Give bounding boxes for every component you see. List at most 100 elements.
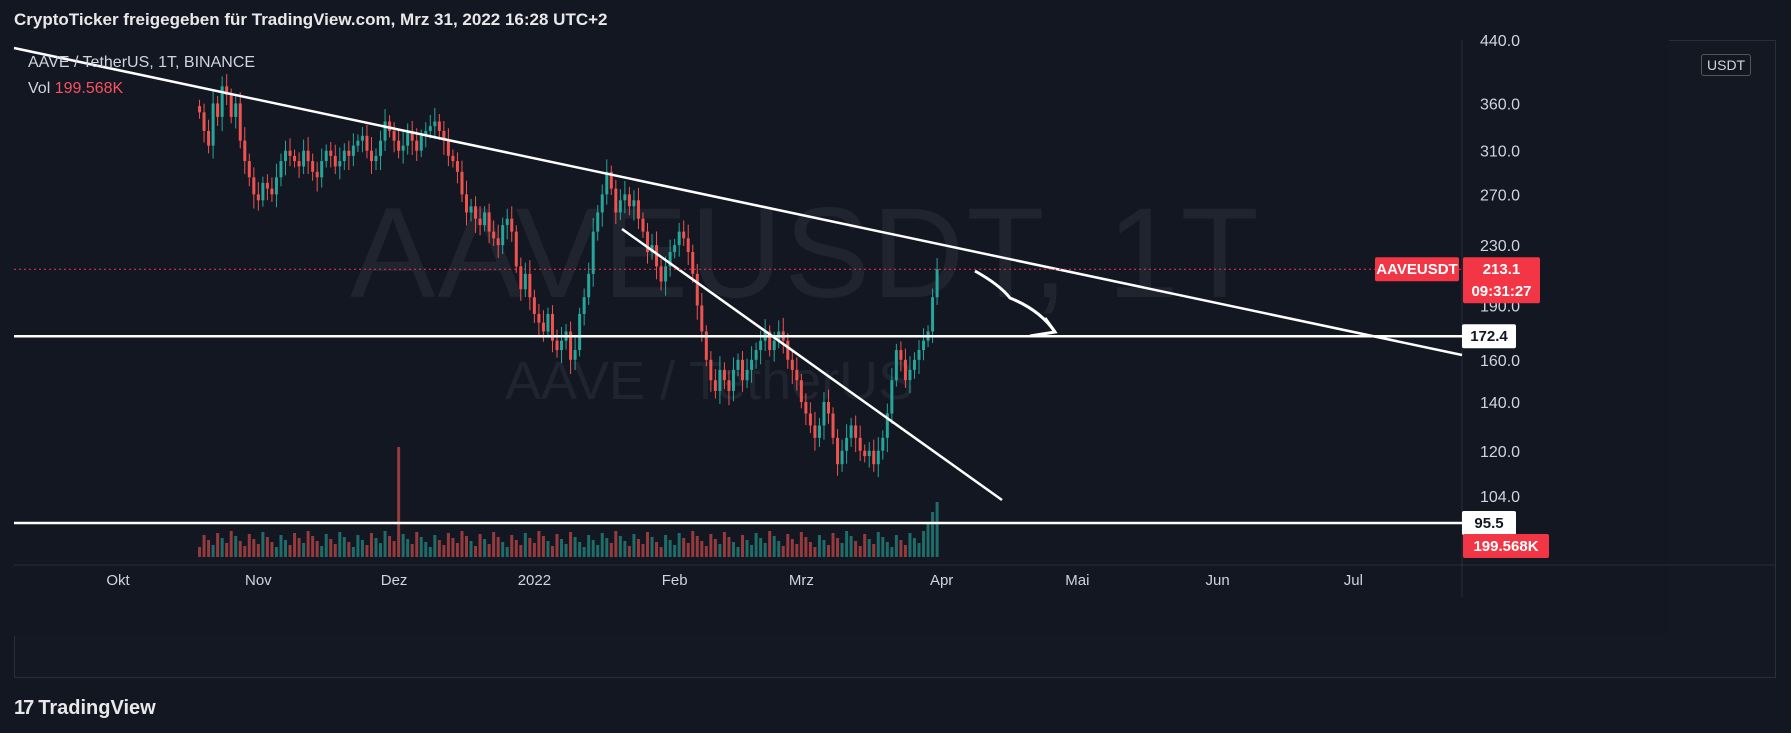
candle-body bbox=[591, 231, 595, 274]
volume-bar bbox=[207, 540, 211, 557]
volume-bar bbox=[754, 533, 758, 557]
volume-bar bbox=[673, 545, 677, 557]
volume-bar bbox=[790, 539, 794, 557]
candle-body bbox=[618, 200, 622, 213]
volume-bar bbox=[858, 546, 862, 557]
candle-body bbox=[686, 238, 690, 253]
candle-body bbox=[759, 340, 763, 351]
volume-bar bbox=[596, 545, 600, 557]
volume-bar bbox=[401, 534, 405, 557]
volume-bar bbox=[876, 532, 880, 557]
candle-body bbox=[225, 86, 229, 95]
countdown-tag-box bbox=[1463, 279, 1540, 304]
volume-bar bbox=[695, 536, 699, 557]
volume-bar bbox=[360, 540, 364, 557]
candle-body bbox=[894, 350, 898, 381]
volume-bar bbox=[234, 536, 238, 557]
candle-body bbox=[731, 369, 735, 391]
volume-bar bbox=[840, 543, 844, 557]
candle-body bbox=[406, 130, 410, 146]
candle-body bbox=[442, 130, 446, 141]
volume-bar bbox=[379, 543, 383, 557]
candle-body bbox=[786, 340, 790, 360]
volume-bar bbox=[297, 538, 301, 557]
volume-bar bbox=[609, 543, 613, 557]
volume-bar bbox=[261, 532, 265, 557]
candle-body bbox=[854, 425, 858, 438]
candle-body bbox=[216, 103, 220, 117]
candle-body bbox=[578, 313, 582, 351]
last-price-tag-box bbox=[1463, 257, 1540, 282]
candle-body bbox=[573, 350, 577, 360]
volume-bar bbox=[704, 546, 708, 557]
volume-bar bbox=[560, 539, 564, 557]
candle-body bbox=[243, 140, 247, 162]
level-high-tag-box bbox=[1462, 324, 1516, 349]
symbol-price-tag: AAVEUSDT bbox=[1376, 261, 1457, 278]
candle-body bbox=[623, 194, 627, 201]
volume-bar bbox=[890, 547, 894, 557]
volume-bar bbox=[786, 534, 790, 557]
candle-body bbox=[320, 161, 324, 178]
candle-body bbox=[401, 145, 405, 151]
symbol-line[interactable]: AAVE / TetherUS, 1T, BINANCE bbox=[28, 54, 256, 71]
volume-bar bbox=[288, 545, 292, 557]
candle-body bbox=[587, 273, 591, 298]
candle-body bbox=[899, 350, 903, 360]
volume-bar bbox=[573, 537, 577, 557]
candle-body bbox=[673, 245, 677, 253]
volume-label: Vol bbox=[28, 80, 51, 97]
candle-body bbox=[279, 161, 283, 178]
volume-bar bbox=[917, 543, 921, 557]
candle-body bbox=[532, 297, 536, 314]
symbol-watermark: AAVEUSDT, 1T bbox=[350, 182, 1261, 325]
volume-bar bbox=[302, 543, 306, 557]
volume-bar bbox=[460, 531, 464, 557]
volume-bar bbox=[636, 539, 640, 557]
volume-bar bbox=[659, 547, 663, 557]
volume-bar bbox=[912, 538, 916, 557]
volume-bar bbox=[849, 536, 853, 557]
header-bar: CryptoTicker freigegeben für TradingView… bbox=[0, 0, 1791, 40]
candle-body bbox=[931, 297, 935, 332]
volume-bar bbox=[731, 542, 735, 557]
candle-body bbox=[306, 150, 310, 162]
volume-bar bbox=[550, 546, 554, 557]
candle-body bbox=[709, 359, 713, 381]
candle-body bbox=[311, 161, 315, 172]
volume-bar bbox=[655, 542, 659, 557]
currency-badge[interactable]: USDT bbox=[1701, 54, 1752, 76]
candle-body bbox=[265, 182, 269, 189]
volume-bar bbox=[768, 531, 772, 557]
candle-body bbox=[605, 171, 609, 195]
candle-body bbox=[469, 206, 473, 213]
volume-bar bbox=[650, 537, 654, 557]
candle-body bbox=[867, 450, 871, 457]
volume-bar bbox=[238, 541, 242, 557]
volume-bar bbox=[926, 522, 930, 557]
volume-bar bbox=[700, 541, 704, 557]
candle-body bbox=[356, 140, 360, 146]
candle-body bbox=[917, 350, 921, 360]
volume-bar bbox=[523, 533, 527, 557]
volume-bar bbox=[225, 543, 229, 557]
volume-bar bbox=[510, 535, 514, 557]
volume-bar bbox=[632, 534, 636, 557]
candle-body bbox=[804, 402, 808, 414]
volume-bar bbox=[356, 535, 360, 557]
volume-bar bbox=[777, 541, 781, 557]
volume-bar bbox=[202, 535, 206, 557]
candle-body bbox=[388, 121, 392, 131]
volume-bar bbox=[392, 541, 396, 557]
volume-bar bbox=[763, 543, 767, 557]
candle-body bbox=[207, 130, 211, 146]
chart-title: CryptoTicker freigegeben für TradingView… bbox=[14, 10, 608, 29]
volume-bar bbox=[532, 543, 536, 557]
volume-bar bbox=[514, 540, 518, 557]
volume-bar bbox=[623, 541, 627, 557]
arrow-head bbox=[1029, 317, 1058, 338]
tradingview-brand: TradingView bbox=[38, 696, 156, 719]
y-axis-tick: 270.0 bbox=[1480, 187, 1520, 204]
candle-body bbox=[885, 413, 889, 438]
